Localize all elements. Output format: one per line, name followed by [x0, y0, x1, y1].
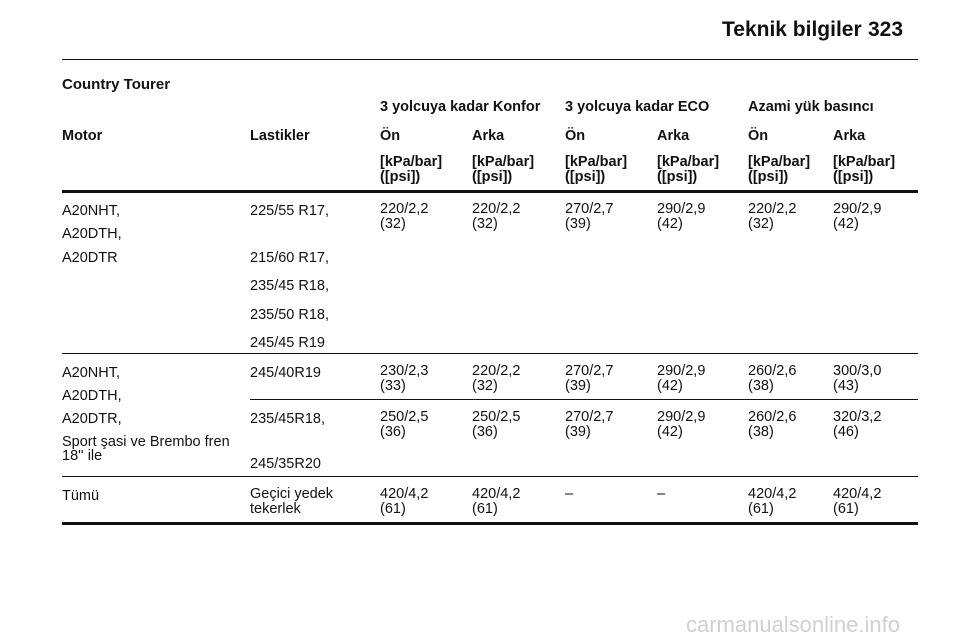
pressure-cell: 260/2,6 (38): [748, 409, 797, 440]
motor-cell: 18'' ile: [62, 448, 103, 464]
motor-cell: A20DTR,: [62, 411, 122, 427]
pressure-cell: 270/2,7 (39): [565, 409, 614, 440]
tyre-cell: 245/35R20: [250, 456, 321, 472]
unit-header: [kPa/bar] ([psi]): [380, 154, 443, 185]
col-header-front: Ön: [380, 128, 401, 144]
table-header-rule: [62, 190, 918, 193]
col-header-tyres: Lastikler: [250, 128, 310, 144]
page-number: 323: [868, 18, 904, 41]
section-title: Country Tourer: [62, 76, 171, 93]
pressure-cell: 220/2,2 (32): [380, 201, 429, 232]
group-header-konfor: 3 yolcuya kadar Konfor: [380, 99, 541, 115]
pressure-cell: 220/2,2 (32): [472, 201, 521, 232]
header-title: Teknik bilgiler: [722, 18, 862, 41]
tyre-cell: 235/50 R18,: [250, 307, 330, 323]
watermark: carmanualsonline.info: [685, 612, 900, 637]
motor-cell: A20NHT,: [62, 365, 121, 381]
col-header-rear: Arka: [833, 128, 866, 144]
motor-cell: A20DTR: [62, 250, 118, 266]
pressure-cell: 420/4,2 (61): [748, 486, 797, 517]
col-header-rear: Arka: [657, 128, 690, 144]
unit-header: [kPa/bar] ([psi]): [472, 154, 535, 185]
col-header-motor: Motor: [62, 128, 103, 144]
tyre-cell: 235/45R18,: [250, 411, 325, 427]
pressure-cell: 270/2,7 (39): [565, 201, 614, 232]
pressure-cell: 260/2,6 (38): [748, 363, 797, 394]
tyre-cell: 235/45 R18,: [250, 278, 330, 294]
pressure-cell: 270/2,7 (39): [565, 363, 614, 394]
subrow-divider: [250, 399, 918, 400]
tyre-cell: 245/40R19: [250, 365, 321, 381]
header-rule: [62, 59, 918, 60]
col-header-front: Ön: [565, 128, 586, 144]
row-divider: [62, 353, 918, 354]
group-header-eco: 3 yolcuya kadar ECO: [565, 99, 710, 115]
row-divider: [62, 476, 918, 477]
pressure-cell: –: [657, 486, 666, 502]
pressure-cell: 230/2,3 (33): [380, 363, 429, 394]
unit-header: [kPa/bar] ([psi]): [748, 154, 811, 185]
motor-cell: A20NHT,: [62, 203, 121, 219]
tyre-cell: 215/60 R17,: [250, 250, 330, 266]
pressure-cell: 420/4,2 (61): [833, 486, 882, 517]
motor-cell: A20DTH,: [62, 226, 122, 242]
pressure-cell: 290/2,9 (42): [657, 409, 706, 440]
pressure-cell: 220/2,2 (32): [472, 363, 521, 394]
pressure-cell: –: [565, 486, 574, 502]
tyre-cell: 225/55 R17,: [250, 203, 330, 219]
unit-header: [kPa/bar] ([psi]): [657, 154, 720, 185]
unit-header: [kPa/bar] ([psi]): [833, 154, 896, 185]
group-header-max-load: Azami yük basıncı: [748, 99, 874, 115]
col-header-front: Ön: [748, 128, 769, 144]
motor-cell: Tümü: [62, 488, 100, 504]
pressure-cell: 250/2,5 (36): [472, 409, 521, 440]
pressure-cell: 220/2,2 (32): [748, 201, 797, 232]
motor-cell: A20DTH,: [62, 388, 122, 404]
pressure-cell: 420/4,2 (61): [380, 486, 429, 517]
motor-cell: Sport şasi ve Brembo fren: [62, 434, 230, 450]
pressure-cell: 290/2,9 (42): [657, 201, 706, 232]
unit-header: [kPa/bar] ([psi]): [565, 154, 628, 185]
pressure-cell: 250/2,5 (36): [380, 409, 429, 440]
tyre-cell: 245/45 R19: [250, 335, 325, 351]
pressure-cell: 300/3,0 (43): [833, 363, 882, 394]
pressure-cell: 290/2,9 (42): [657, 363, 706, 394]
pressure-cell: 420/4,2 (61): [472, 486, 521, 517]
table-bottom-rule: [62, 522, 918, 525]
pressure-cell: 320/3,2 (46): [833, 409, 882, 440]
col-header-rear: Arka: [472, 128, 505, 144]
tyre-cell: Geçici yedek tekerlek: [250, 486, 334, 517]
pressure-cell: 290/2,9 (42): [833, 201, 882, 232]
